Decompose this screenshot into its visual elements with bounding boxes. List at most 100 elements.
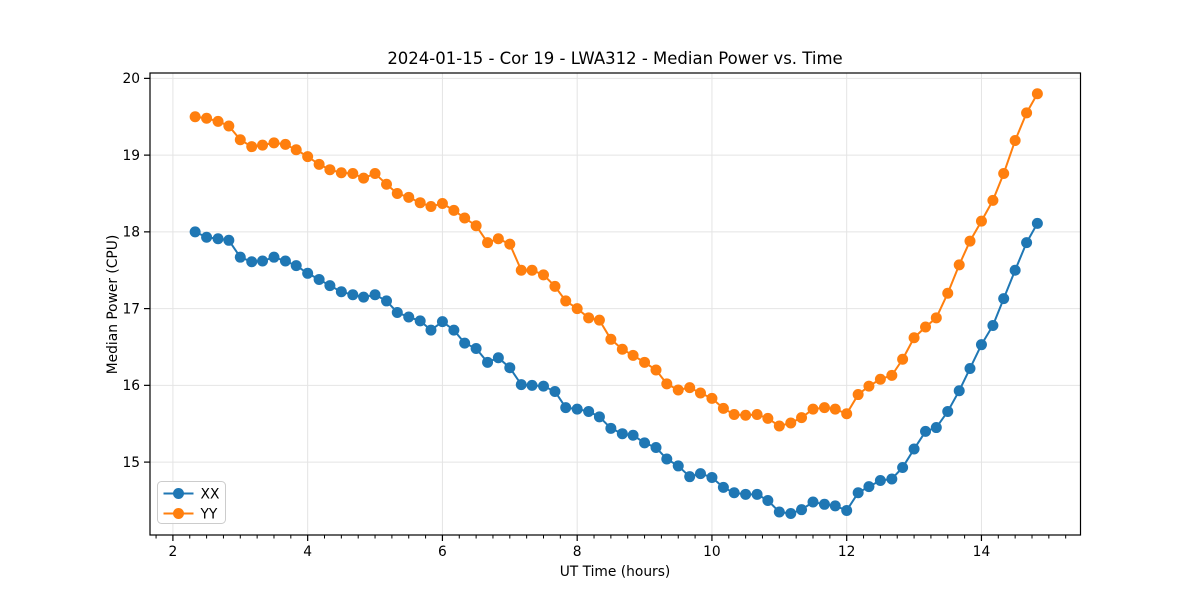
data-point-XX <box>549 385 561 397</box>
data-point-XX <box>1021 237 1033 249</box>
data-point-YY <box>549 280 561 292</box>
data-point-YY <box>1031 88 1043 100</box>
chart-title: 2024-01-15 - Cor 19 - LWA312 - Median Po… <box>387 49 842 68</box>
data-point-YY <box>537 269 549 281</box>
data-point-XX <box>212 233 224 245</box>
y-tick-label: 18 <box>122 225 140 241</box>
data-point-XX <box>807 496 819 508</box>
data-point-XX <box>459 337 471 349</box>
legend-label-XX: XX <box>201 486 220 502</box>
x-tick-label: 14 <box>973 544 991 560</box>
data-point-XX <box>987 319 999 331</box>
data-point-YY <box>639 356 651 368</box>
data-point-YY <box>504 238 516 250</box>
data-point-YY <box>189 111 201 123</box>
data-point-YY <box>773 420 785 432</box>
data-point-XX <box>706 471 718 483</box>
data-point-YY <box>807 403 819 415</box>
data-point-XX <box>942 405 954 417</box>
data-point-YY <box>391 187 403 199</box>
y-tick-label: 19 <box>122 148 140 164</box>
data-point-XX <box>852 487 864 499</box>
frame-layer <box>149 72 1082 536</box>
data-point-XX <box>1009 264 1021 276</box>
data-point-XX <box>728 487 740 499</box>
data-point-XX <box>201 231 213 243</box>
data-point-YY <box>818 402 830 414</box>
data-point-XX <box>796 504 808 516</box>
data-point-YY <box>661 378 673 390</box>
data-point-YY <box>369 168 381 180</box>
data-point-XX <box>290 260 302 272</box>
data-point-XX <box>279 255 291 267</box>
data-point-XX <box>740 488 752 500</box>
plot-border <box>149 72 1082 536</box>
data-point-XX <box>268 251 280 263</box>
data-point-XX <box>908 443 920 455</box>
data-point-YY <box>290 144 302 156</box>
data-point-XX <box>672 460 684 472</box>
data-point-XX <box>975 339 987 351</box>
data-point-YY <box>482 237 494 249</box>
data-point-YY <box>257 139 269 151</box>
data-point-XX <box>694 468 706 480</box>
series-line-XX <box>194 222 1039 515</box>
data-point-XX <box>785 508 797 520</box>
data-point-YY <box>593 314 605 326</box>
data-point-XX <box>526 379 538 391</box>
data-point-XX <box>897 461 909 473</box>
data-point-YY <box>358 172 370 184</box>
data-point-YY <box>717 402 729 414</box>
data-point-YY <box>863 380 875 392</box>
data-point-YY <box>987 194 999 206</box>
data-point-YY <box>751 409 763 421</box>
data-point-XX <box>841 504 853 516</box>
data-point-XX <box>762 494 774 506</box>
data-point-YY <box>942 287 954 299</box>
data-point-YY <box>279 138 291 150</box>
data-point-XX <box>470 343 482 355</box>
legend-layer: XX YY <box>157 481 226 524</box>
x-tick-label: 6 <box>438 544 447 560</box>
data-point-XX <box>313 273 325 285</box>
data-point-YY <box>930 312 942 324</box>
data-point-YY <box>212 115 224 127</box>
data-point-XX <box>717 481 729 493</box>
data-point-YY <box>616 343 628 355</box>
data-point-YY <box>414 197 426 209</box>
data-point-YY <box>953 259 965 271</box>
data-point-XX <box>920 425 932 437</box>
data-point-XX <box>886 473 898 485</box>
data-point-XX <box>492 352 504 364</box>
data-point-YY <box>897 353 909 365</box>
data-point-YY <box>234 134 246 146</box>
data-point-YY <box>425 201 437 213</box>
series-line-YY <box>194 92 1039 428</box>
ticks-layer: 2 4 6 8 10 12 14 15 16 17 18 19 20 <box>122 71 1067 560</box>
data-point-YY <box>313 158 325 170</box>
data-point-YY <box>852 389 864 401</box>
legend-label-YY: YY <box>200 506 218 522</box>
y-tick-label: 17 <box>122 301 140 317</box>
data-point-YY <box>694 387 706 399</box>
data-point-YY <box>201 112 213 124</box>
data-point-YY <box>706 392 718 404</box>
data-point-YY <box>560 295 572 307</box>
data-point-XX <box>593 411 605 423</box>
x-tick-label: 2 <box>169 544 178 560</box>
data-point-XX <box>560 402 572 414</box>
data-point-XX <box>403 311 415 323</box>
data-point-XX <box>257 255 269 267</box>
data-point-YY <box>886 369 898 381</box>
data-point-XX <box>515 379 527 391</box>
series-layer <box>189 88 1043 520</box>
legend-marker-XX <box>173 488 184 499</box>
data-point-YY <box>571 303 583 315</box>
data-point-XX <box>1031 217 1043 229</box>
data-point-XX <box>246 256 258 268</box>
y-tick-label: 20 <box>122 71 140 87</box>
data-point-XX <box>751 488 763 500</box>
data-point-XX <box>964 362 976 374</box>
data-point-XX <box>234 251 246 263</box>
